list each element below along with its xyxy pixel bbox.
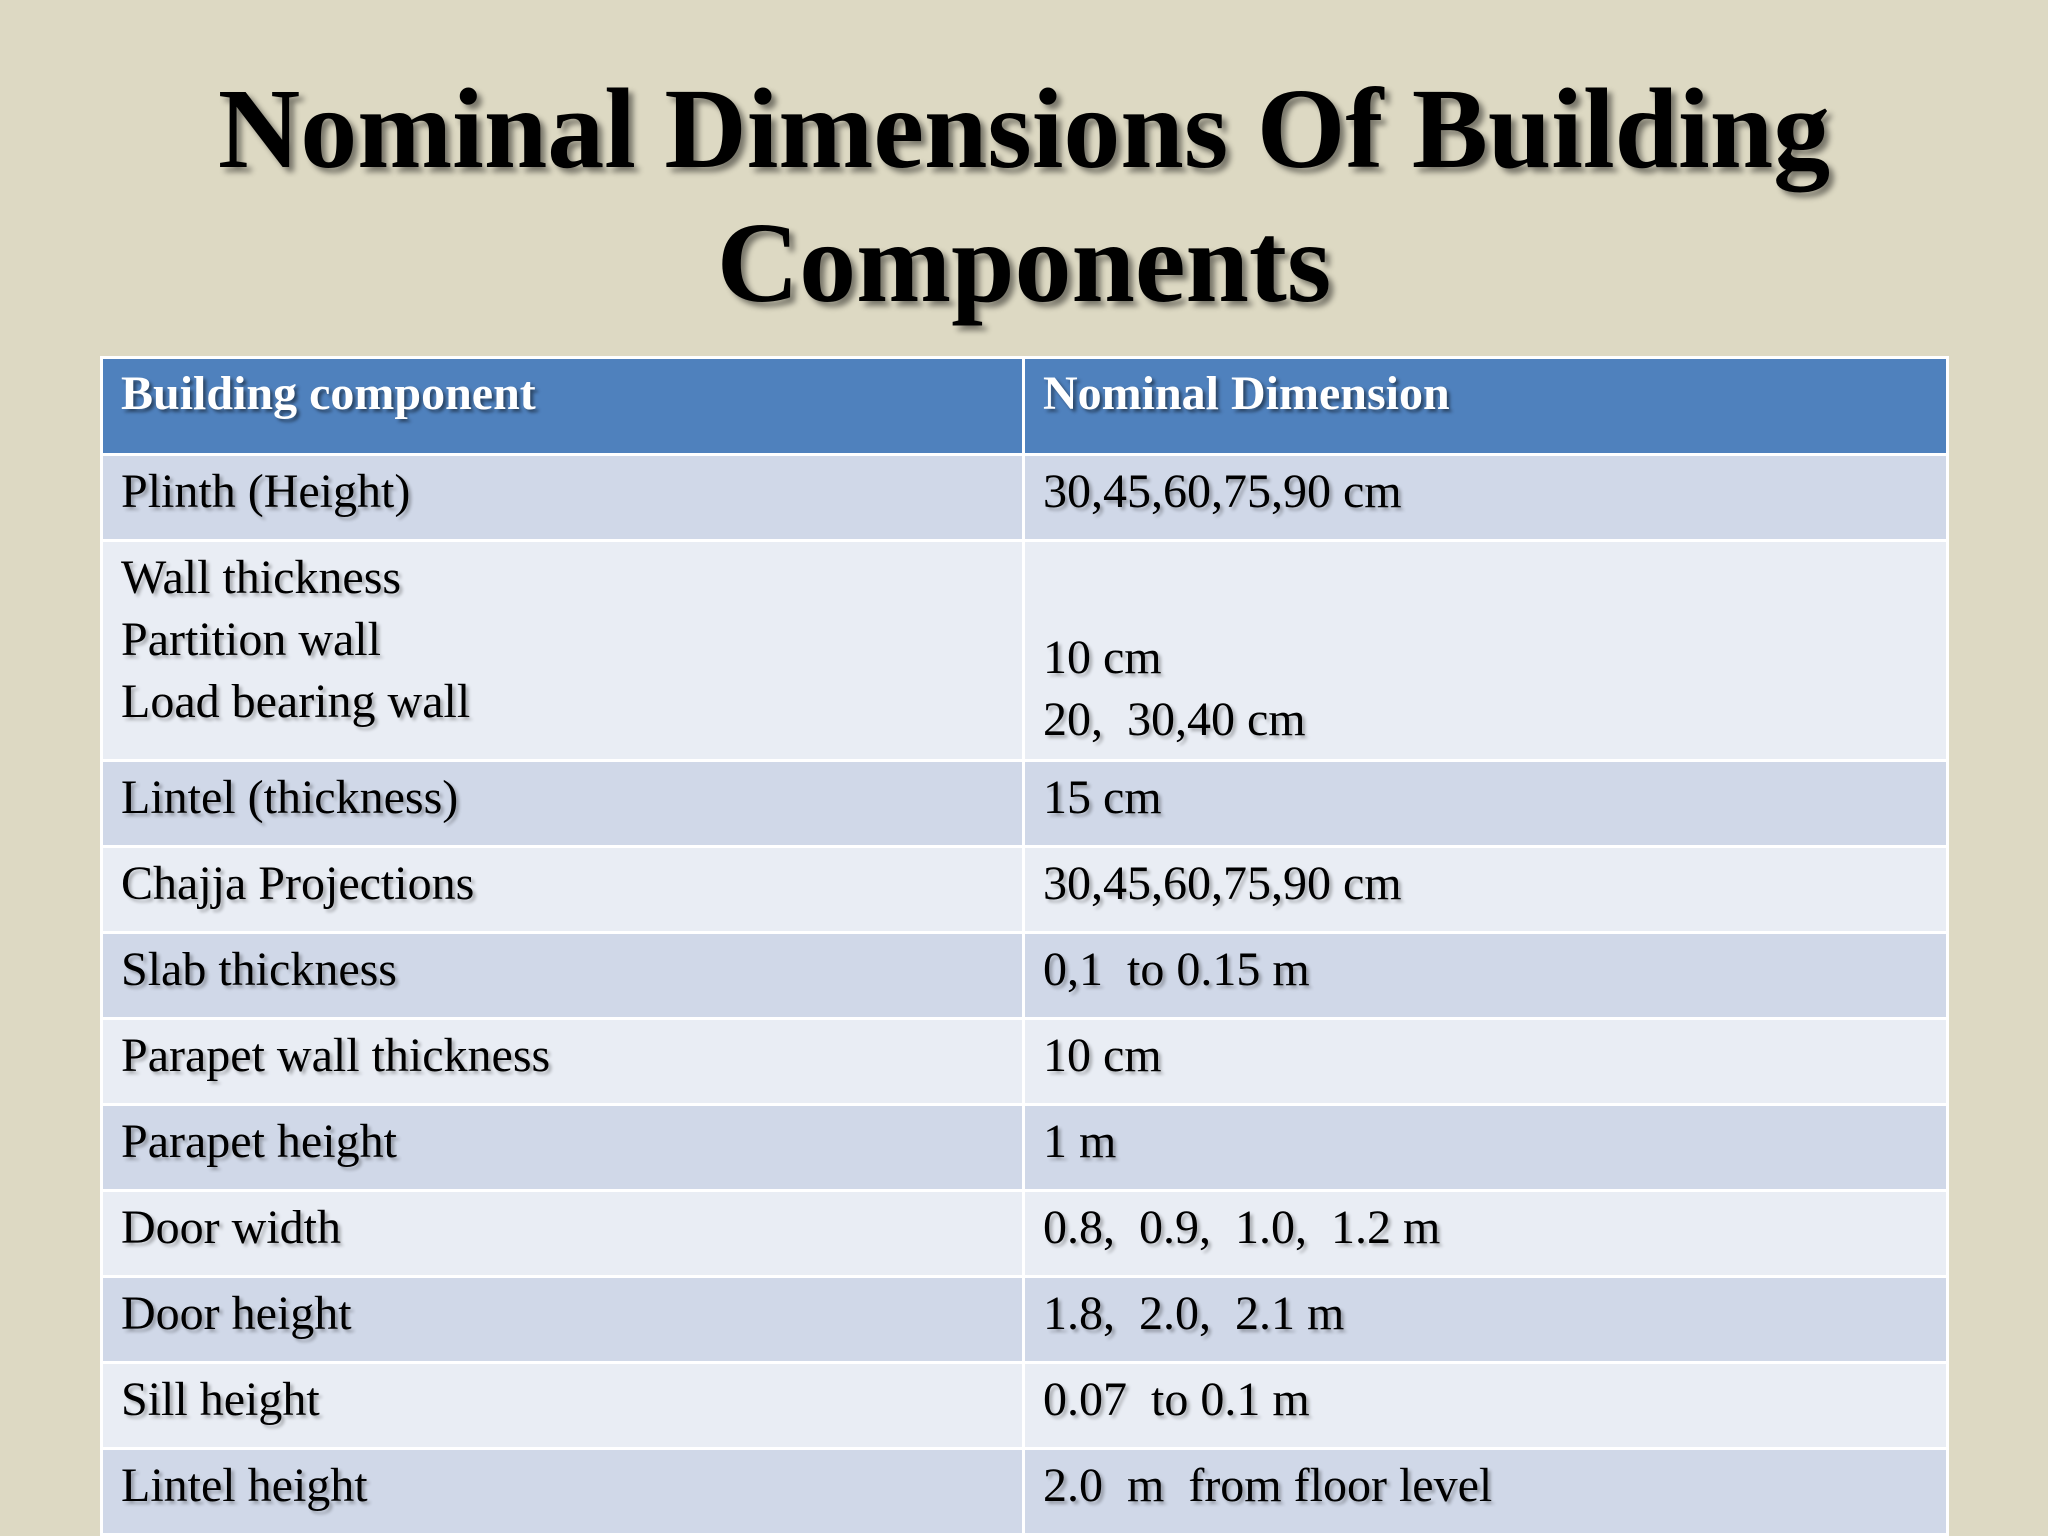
table-row: Door height 1.8, 2.0, 2.1 m [100,1275,1949,1364]
table-row: Sill height 0.07 to 0.1 m [100,1361,1949,1450]
component-cell: Plinth (Height) [100,453,1025,542]
component-cell: Door height [100,1275,1025,1364]
partition-wall-value: 10 cm [1043,631,1162,684]
component-cell: Sill height [100,1361,1025,1450]
component-cell: Door width [100,1189,1025,1278]
dimension-cell: 10 cm 20, 30,40 cm [1022,539,1949,762]
slide-title-line-2: Components [716,199,1332,326]
component-cell: Parapet wall thickness [100,1017,1025,1106]
table-header-row: Building component Nominal Dimension [100,356,1949,456]
load-bearing-wall-label: Load bearing wall [121,675,471,728]
table-row: Lintel height 2.0 m from floor level [100,1447,1949,1536]
slide-title: Nominal Dimensions Of Building Component… [0,62,2048,330]
table-row: Wall thickness Partition wall Load beari… [100,539,1949,762]
table-row: Plinth (Height) 30,45,60,75,90 cm [100,453,1949,542]
table-row: Parapet height 1 m [100,1103,1949,1192]
load-bearing-wall-value: 20, 30,40 cm [1043,693,1306,746]
dimension-cell: 1.8, 2.0, 2.1 m [1022,1275,1949,1364]
wall-thickness-label: Wall thickness [121,551,402,604]
header-nominal-dimension: Nominal Dimension [1022,356,1949,456]
dimension-cell: 30,45,60,75,90 cm [1022,845,1949,934]
dimension-cell: 10 cm [1022,1017,1949,1106]
table-row: Door width 0.8, 0.9, 1.0, 1.2 m [100,1189,1949,1278]
dimension-cell: 0,1 to 0.15 m [1022,931,1949,1020]
component-cell: Lintel height [100,1447,1025,1536]
table-row: Slab thickness 0,1 to 0.15 m [100,931,1949,1020]
dimension-cell: 0.07 to 0.1 m [1022,1361,1949,1450]
dimension-cell: 0.8, 0.9, 1.0, 1.2 m [1022,1189,1949,1278]
table-row: Lintel (thickness) 15 cm [100,759,1949,848]
table-row: Chajja Projections 30,45,60,75,90 cm [100,845,1949,934]
slide-title-line-1: Nominal Dimensions Of Building [217,65,1831,192]
dimension-cell: 15 cm [1022,759,1949,848]
dimensions-table-container: Building component Nominal Dimension Pli… [100,356,1949,1536]
dimension-cell: 30,45,60,75,90 cm [1022,453,1949,542]
component-cell: Slab thickness [100,931,1025,1020]
component-cell: Parapet height [100,1103,1025,1192]
component-cell: Wall thickness Partition wall Load beari… [100,539,1025,762]
header-building-component: Building component [100,356,1025,456]
wall-thickness-value [1043,547,1946,627]
dimensions-table: Building component Nominal Dimension Pli… [100,356,1949,1536]
partition-wall-label: Partition wall [121,613,381,666]
dimension-cell: 1 m [1022,1103,1949,1192]
component-cell: Chajja Projections [100,845,1025,934]
dimension-cell: 2.0 m from floor level [1022,1447,1949,1536]
component-cell: Lintel (thickness) [100,759,1025,848]
table-row: Parapet wall thickness 10 cm [100,1017,1949,1106]
